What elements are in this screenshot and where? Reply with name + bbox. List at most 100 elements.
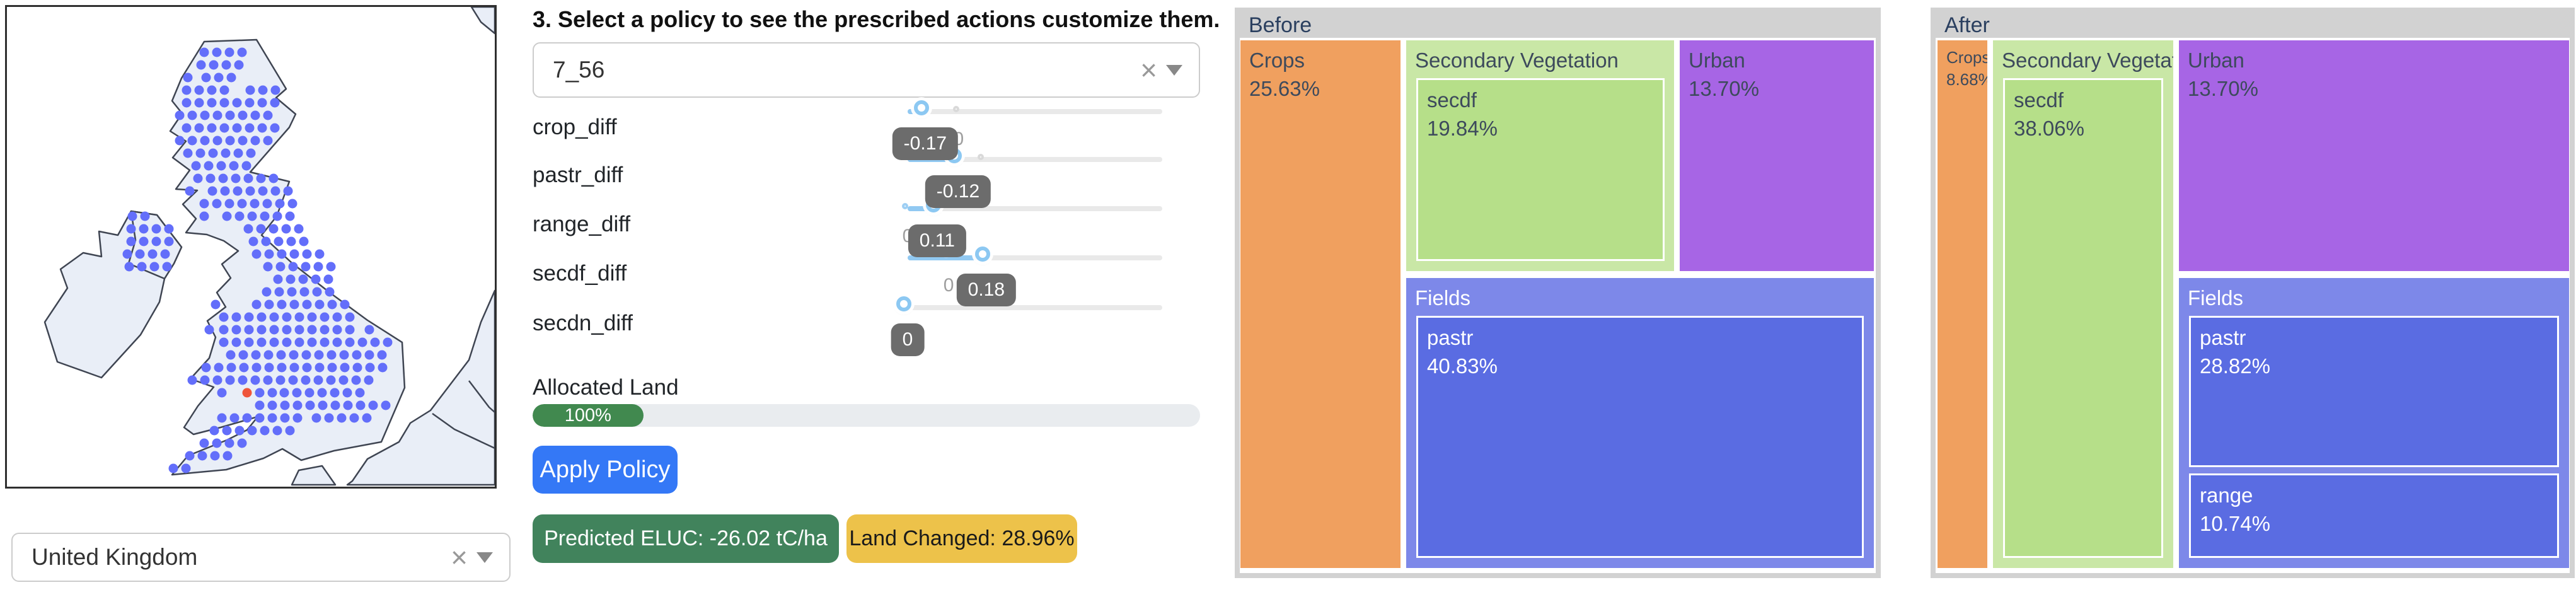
- map-dot[interactable]: [231, 312, 241, 322]
- map-dot[interactable]: [315, 299, 325, 310]
- map-dot[interactable]: [320, 312, 330, 322]
- map-dot[interactable]: [257, 337, 267, 347]
- treemap-tile-pastr[interactable]: pastr 28.82%: [2189, 316, 2559, 467]
- map-dot[interactable]: [330, 388, 340, 398]
- map-dot[interactable]: [263, 350, 274, 360]
- map-dot[interactable]: [301, 350, 311, 360]
- map-dot[interactable]: [292, 413, 303, 423]
- map-dot[interactable]: [226, 350, 236, 360]
- map-dot[interactable]: [181, 463, 191, 473]
- map-dot[interactable]: [244, 312, 254, 322]
- map-dot[interactable]: [140, 211, 150, 221]
- map-dot[interactable]: [311, 413, 321, 423]
- treemap-tile-urban[interactable]: Urban 13.70%: [2179, 40, 2569, 271]
- map-dot[interactable]: [218, 173, 228, 183]
- map-dot[interactable]: [201, 72, 211, 83]
- map-dot[interactable]: [126, 236, 136, 246]
- map-dot[interactable]: [194, 85, 204, 95]
- map-dot[interactable]: [238, 136, 248, 146]
- map-dot[interactable]: [256, 173, 266, 183]
- map-dot[interactable]: [232, 123, 242, 133]
- map-dot[interactable]: [294, 337, 304, 347]
- map-dot[interactable]: [200, 110, 210, 120]
- map-dot[interactable]: [349, 413, 359, 423]
- map-dot[interactable]: [267, 413, 277, 423]
- map-dot[interactable]: [255, 413, 265, 423]
- map-dot[interactable]: [168, 463, 178, 473]
- map-dot[interactable]: [355, 388, 365, 398]
- map-dot[interactable]: [194, 98, 204, 108]
- map-dot[interactable]: [302, 299, 312, 310]
- map-dot[interactable]: [209, 426, 219, 436]
- map-dot[interactable]: [285, 426, 295, 436]
- map-dot[interactable]: [264, 249, 274, 259]
- map-dot[interactable]: [185, 186, 195, 196]
- map-dot[interactable]: [377, 350, 387, 360]
- map-dot[interactable]: [283, 186, 293, 196]
- map-dot[interactable]: [247, 426, 257, 436]
- map-dot[interactable]: [313, 375, 323, 385]
- map-dot[interactable]: [263, 136, 273, 146]
- map-dot[interactable]: [135, 249, 145, 259]
- map-dot[interactable]: [330, 400, 340, 410]
- map-dot[interactable]: [289, 350, 299, 360]
- map-dot[interactable]: [199, 199, 209, 209]
- map-dot[interactable]: [212, 438, 222, 448]
- map-dot[interactable]: [222, 451, 233, 461]
- map-dot[interactable]: [217, 413, 227, 423]
- map-dot[interactable]: [185, 451, 195, 461]
- map-dot[interactable]: [193, 173, 203, 183]
- map-dot[interactable]: [263, 110, 273, 120]
- map-dot[interactable]: [233, 186, 243, 196]
- map-dot[interactable]: [274, 236, 284, 246]
- map-dot[interactable]: [282, 312, 292, 322]
- clear-icon[interactable]: ×: [1140, 54, 1157, 86]
- map-dot[interactable]: [222, 426, 232, 436]
- map-dot[interactable]: [326, 262, 336, 272]
- map-dot[interactable]: [273, 274, 283, 284]
- map-dot[interactable]: [258, 186, 268, 196]
- map-dot[interactable]: [282, 325, 292, 335]
- map-dot[interactable]: [209, 60, 219, 70]
- map-dot[interactable]: [340, 299, 350, 310]
- map-dot[interactable]: [244, 325, 254, 335]
- map-dot[interactable]: [302, 362, 312, 373]
- map-dot[interactable]: [318, 400, 328, 410]
- map-dot[interactable]: [301, 375, 311, 385]
- map-dot[interactable]: [219, 85, 229, 95]
- treemap-tile-range[interactable]: range 10.74%: [2189, 473, 2559, 558]
- map-dot[interactable]: [263, 262, 273, 272]
- clear-icon[interactable]: ×: [451, 541, 468, 574]
- map-dot[interactable]: [187, 136, 197, 146]
- map-dot[interactable]: [243, 173, 253, 183]
- map-dot[interactable]: [245, 98, 255, 108]
- map-dot[interactable]: [200, 136, 210, 146]
- map-dot[interactable]: [337, 413, 347, 423]
- map-dot[interactable]: [201, 362, 211, 373]
- map-dot[interactable]: [270, 98, 280, 108]
- map-dot[interactable]: [275, 199, 285, 209]
- map-dot[interactable]: [234, 426, 245, 436]
- map-dot[interactable]: [314, 350, 324, 360]
- map-dot[interactable]: [332, 312, 342, 322]
- map-dot[interactable]: [364, 325, 374, 335]
- map-dot[interactable]: [320, 337, 330, 347]
- map-dot[interactable]: [289, 299, 299, 310]
- map-dot[interactable]: [355, 400, 366, 410]
- map-dot[interactable]: [324, 413, 334, 423]
- map-dot[interactable]: [299, 287, 309, 297]
- map-dot[interactable]: [378, 362, 388, 373]
- map-dot[interactable]: [245, 85, 255, 95]
- map-dot[interactable]: [220, 186, 230, 196]
- map-dot[interactable]: [313, 262, 323, 272]
- map-dot[interactable]: [241, 161, 251, 171]
- map-dot[interactable]: [257, 98, 267, 108]
- map-dot[interactable]: [224, 47, 234, 57]
- map-dot[interactable]: [127, 211, 137, 221]
- map-dot[interactable]: [182, 123, 192, 133]
- map-dot[interactable]: [275, 375, 286, 385]
- map-dot[interactable]: [212, 136, 222, 146]
- map-dot[interactable]: [205, 173, 216, 183]
- map-dot[interactable]: [183, 72, 193, 83]
- treemap-tile-pastr[interactable]: pastr 40.83%: [1416, 316, 1864, 558]
